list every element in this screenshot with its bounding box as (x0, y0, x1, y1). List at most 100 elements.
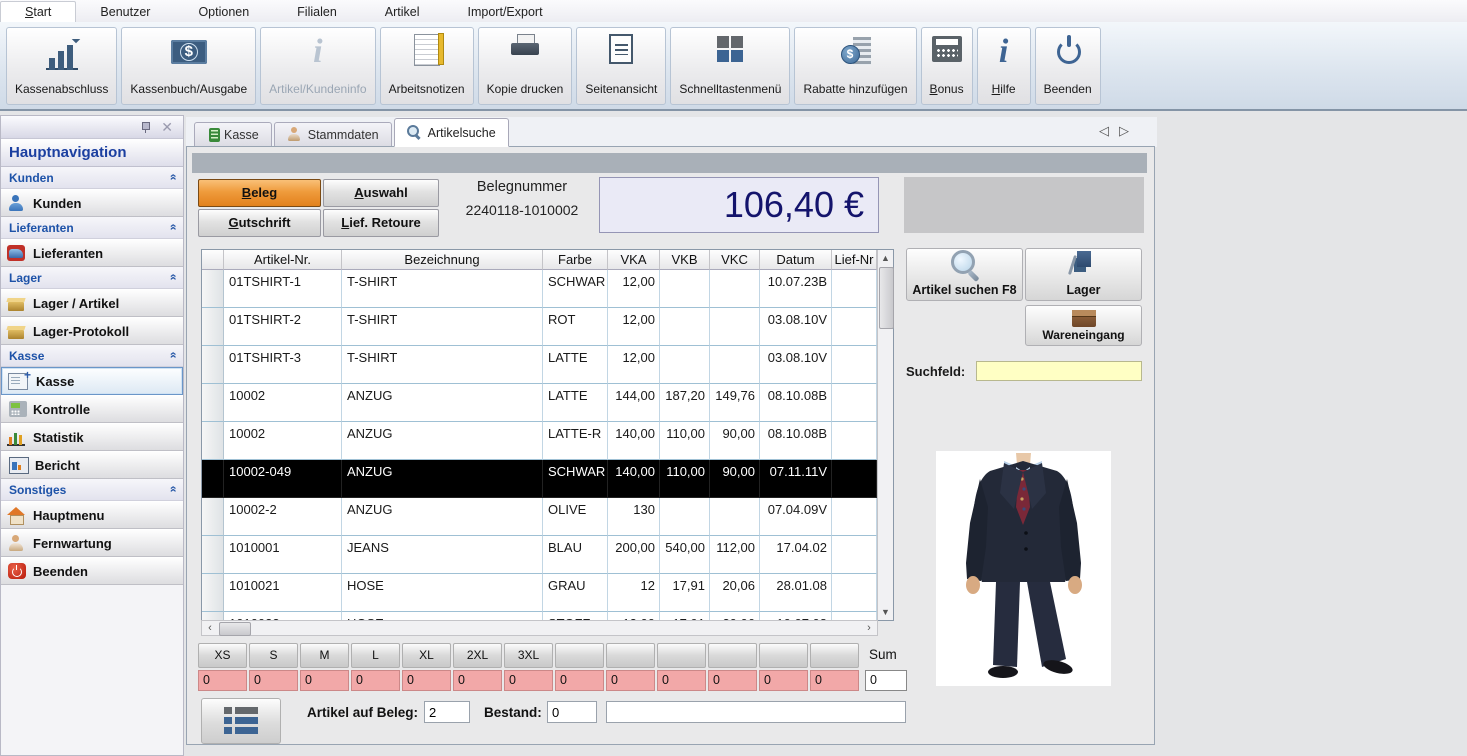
row-selector-cell[interactable] (202, 574, 224, 612)
toolbar-button[interactable]: Seitenansicht (576, 26, 667, 105)
col-header-farbe[interactable]: Farbe (543, 250, 608, 270)
toolbar-button[interactable]: Kassenbuch/Ausgabe (121, 26, 257, 105)
menu-item-optionen[interactable]: Optionen (198, 5, 250, 19)
vertical-scroll-thumb[interactable] (879, 267, 894, 329)
scroll-right-arrow[interactable]: › (867, 622, 871, 634)
toolbar-button[interactable]: Artikel/Kundeninfo (260, 26, 376, 105)
col-header-vkc[interactable]: VKC (710, 250, 760, 270)
table-row[interactable]: 01TSHIRT-3 T-SHIRT LATTE 12,00 03.08.10V (202, 346, 877, 384)
scroll-left-arrow[interactable]: ‹ (208, 622, 212, 634)
size-button[interactable]: M (300, 643, 349, 668)
menu-item-benutzer[interactable]: Benutzer (100, 5, 151, 19)
sidebar-item-hauptmenu[interactable]: Hauptmenu (1, 501, 183, 529)
sidebar-item-statistik[interactable]: Statistik (1, 423, 183, 451)
sidebar-section-kunden[interactable]: Kunden» (1, 167, 183, 189)
menu-item-start[interactable]: Start (0, 1, 77, 22)
vertical-scrollbar[interactable]: ▲ ▼ (877, 250, 894, 620)
size-button[interactable] (810, 643, 859, 668)
size-button[interactable] (606, 643, 655, 668)
sidebar-item-kontrolle[interactable]: Kontrolle (1, 395, 183, 423)
toolbar-button[interactable]: Beenden (1034, 26, 1101, 105)
col-header-artikel-nr[interactable]: Artikel-Nr. (224, 250, 342, 270)
size-button[interactable] (759, 643, 808, 668)
size-button[interactable]: 3XL (504, 643, 553, 668)
col-header-bezeichnung[interactable]: Bezeichnung (342, 250, 543, 270)
tab-kasse[interactable]: Kasse (194, 122, 272, 147)
toolbar-button[interactable]: Bonus (920, 26, 973, 105)
horizontal-scrollbar[interactable]: ‹ › (201, 620, 878, 636)
menu-item-filialen[interactable]: Filialen (297, 5, 337, 19)
sidebar-section-kasse[interactable]: Kasse» (1, 345, 183, 367)
sidebar-section-lieferanten[interactable]: Lieferanten» (1, 217, 183, 239)
row-selector-cell[interactable] (202, 308, 224, 346)
toolbar-button[interactable]: Hilfe (976, 26, 1031, 105)
sidebar-item-kasse[interactable]: Kasse (1, 367, 183, 395)
row-selector-cell[interactable] (202, 498, 224, 536)
toolbar-button[interactable]: Arbeitsnotizen (379, 26, 474, 105)
size-button[interactable] (708, 643, 757, 668)
size-button[interactable]: S (249, 643, 298, 668)
close-icon[interactable]: ✕ (161, 119, 173, 135)
scroll-down-arrow[interactable]: ▼ (878, 604, 893, 620)
size-button[interactable] (657, 643, 706, 668)
scroll-up-arrow[interactable]: ▲ (878, 250, 893, 266)
col-header-vkb[interactable]: VKB (660, 250, 710, 270)
sidebar-section-lager[interactable]: Lager» (1, 267, 183, 289)
sidebar-section-sonstiges[interactable]: Sonstiges» (1, 479, 183, 501)
toolbar-button[interactable]: Kopie drucken (477, 26, 573, 105)
table-row[interactable]: 10002 ANZUG LATTE-R 140,00 110,00 90,00 … (202, 422, 877, 460)
horizontal-scroll-thumb[interactable] (219, 622, 251, 636)
suchfeld-input[interactable] (976, 361, 1142, 381)
toolbar-button[interactable]: Schnelltastenmenü (670, 26, 791, 105)
menu-item-import-export[interactable]: Import/Export (467, 5, 543, 19)
detail-list-button[interactable] (201, 698, 281, 744)
table-row[interactable]: 10002 ANZUG LATTE 144,00 187,20 149,76 0… (202, 384, 877, 422)
row-selector-cell[interactable] (202, 346, 224, 384)
note-field[interactable] (606, 701, 906, 723)
pin-icon[interactable] (141, 122, 151, 133)
sidebar-item-kunden[interactable]: Kunden (1, 189, 183, 217)
sidebar-item-beenden[interactable]: Beenden (1, 557, 183, 585)
sidebar-item-bericht[interactable]: Bericht (1, 451, 183, 479)
table-row[interactable]: 1010022 HOSE STOFF 12,00 17,91 20,06 10.… (202, 612, 877, 620)
sidebar-item-lager-artikel[interactable]: Lager / Artikel (1, 289, 183, 317)
table-row[interactable]: 10002-2 ANZUG OLIVE 130 07.04.09V (202, 498, 877, 536)
sidebar-item-fernwartung[interactable]: Fernwartung (1, 529, 183, 557)
artikel-suchen-button[interactable]: Artikel suchen F8 (906, 248, 1023, 301)
table-row[interactable]: 01TSHIRT-2 T-SHIRT ROT 12,00 03.08.10V (202, 308, 877, 346)
lager-button[interactable]: Lager (1025, 248, 1142, 301)
tab-artikelsuche[interactable]: Artikelsuche (393, 118, 509, 147)
tab-scroll-arrows[interactable]: ◁▷ (1099, 123, 1139, 138)
col-header-datum[interactable]: Datum (760, 250, 832, 270)
row-selector-cell[interactable] (202, 384, 224, 422)
table-row[interactable]: 1010001 JEANS BLAU 200,00 540,00 112,00 … (202, 536, 877, 574)
col-header-vka[interactable]: VKA (608, 250, 660, 270)
row-selector-cell[interactable] (202, 270, 224, 308)
table-row[interactable]: 10002-049 ANZUG SCHWAR 140,00 110,00 90,… (202, 460, 877, 498)
size-button[interactable] (555, 643, 604, 668)
gutschrift-button[interactable]: Gutschrift (198, 209, 321, 237)
size-button[interactable]: XS (198, 643, 247, 668)
size-button[interactable]: XL (402, 643, 451, 668)
beleg-button[interactable]: Beleg (198, 179, 321, 207)
size-button[interactable]: 2XL (453, 643, 502, 668)
wareneingang-button[interactable]: Wareneingang (1025, 305, 1142, 346)
row-selector-cell[interactable] (202, 612, 224, 620)
auswahl-button[interactable]: Auswahl (323, 179, 439, 207)
size-button[interactable]: L (351, 643, 400, 668)
sidebar-item-lager-protokoll[interactable]: Lager-Protokoll (1, 317, 183, 345)
col-header-lief-nr[interactable]: Lief-Nr (832, 250, 877, 270)
table-row[interactable]: 01TSHIRT-1 T-SHIRT SCHWAR 12,00 10.07.23… (202, 270, 877, 308)
artikel-auf-beleg-input[interactable] (424, 701, 470, 723)
table-row[interactable]: 1010021 HOSE GRAU 12 17,91 20,06 28.01.0… (202, 574, 877, 612)
lief-retoure-button[interactable]: Lief. Retoure (323, 209, 439, 237)
toolbar-button[interactable]: Rabatte hinzufügen (794, 26, 917, 105)
tab-stammdaten[interactable]: Stammdaten (273, 122, 392, 147)
toolbar-button[interactable]: Kassenabschluss (6, 26, 118, 105)
bestand-input[interactable] (547, 701, 597, 723)
row-selector-cell[interactable] (202, 422, 224, 460)
col-header-selector[interactable] (202, 250, 224, 270)
sidebar-item-lieferanten[interactable]: Lieferanten (1, 239, 183, 267)
menu-item-artikel[interactable]: Artikel (384, 5, 420, 19)
row-selector-cell[interactable] (202, 536, 224, 574)
